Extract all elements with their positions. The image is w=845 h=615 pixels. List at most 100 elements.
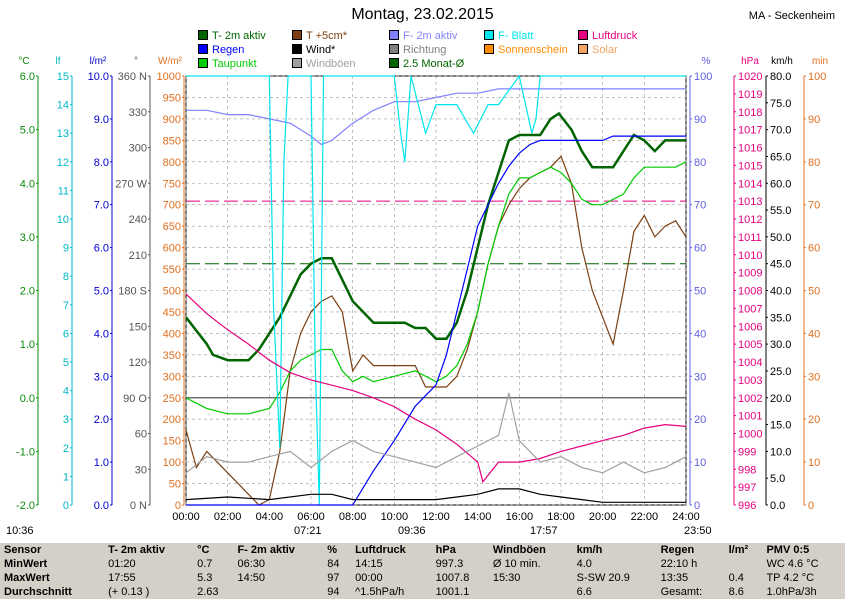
y-tick-label: 14 — [57, 100, 69, 112]
y-tick-label: 0.0 — [94, 500, 109, 512]
y-tick-label: 30 — [694, 371, 706, 383]
stats-cell: 13:35 — [660, 572, 689, 584]
series-line — [186, 88, 686, 146]
y-tick-label: 60.0 — [770, 178, 791, 190]
series-line — [185, 392, 687, 474]
y-tick-label: 1008 — [738, 286, 762, 298]
stats-cell: 01:20 — [108, 558, 136, 570]
y-tick-label: 30 — [135, 464, 147, 476]
stats-cell: 1.0hPa/3h — [766, 586, 817, 598]
y-tick-label: 1006 — [738, 321, 762, 333]
y-tick-label: 4.0 — [94, 328, 109, 340]
stats-cell: (+ 0.13 ) — [108, 586, 150, 598]
y-tick-label: 80.0 — [770, 71, 791, 83]
y-tick-label: 6.0 — [94, 243, 109, 255]
y-tick-label: 13 — [57, 128, 69, 140]
legend-swatch — [292, 58, 302, 68]
y-tick-label: 3 — [63, 414, 69, 426]
legend-item: Luftdruck — [578, 30, 637, 42]
legend-label: F- 2m aktiv — [403, 30, 458, 42]
x-tick-label: 08:00 — [339, 511, 367, 523]
y-tick-label: 40 — [808, 328, 820, 340]
stats-header-row: Sensor T- 2m aktiv °C F- 2m aktiv % Luft… — [0, 543, 845, 557]
y-tick-label: 25.0 — [770, 366, 791, 378]
legend-label: T +5cm* — [306, 30, 348, 42]
stats-cell: 00:00 — [355, 572, 383, 584]
y-tick-label: 330 — [129, 107, 147, 119]
stats-cell: 8.6 — [728, 586, 744, 598]
legend-swatch — [389, 58, 399, 68]
stats-header-cell: Sensor — [4, 544, 42, 556]
y-tick-label: 150 — [163, 436, 181, 448]
y-tick-label: 270 W — [115, 178, 147, 190]
stats-header-cell: Luftdruck — [355, 544, 406, 556]
y-tick-label: 500 — [163, 286, 181, 298]
legend-swatch — [292, 30, 302, 40]
stats-cell: 06:30 — [237, 558, 265, 570]
stats-cell: 14:50 — [237, 572, 265, 584]
y-tick-label: 10 — [808, 457, 820, 469]
stats-cell — [233, 585, 323, 599]
y-tick-label: 3.0 — [20, 232, 35, 244]
legend-swatch — [198, 44, 208, 54]
y-tick-label: 1005 — [738, 339, 762, 351]
y-tick-label: 30 — [808, 371, 820, 383]
legend-swatch — [578, 30, 588, 40]
stats-cell: MinWert — [4, 558, 48, 570]
y-tick-label: 400 — [163, 328, 181, 340]
y-tick-label: 1013 — [738, 196, 762, 208]
series-line — [186, 135, 686, 506]
y-tick-label: 20 — [808, 414, 820, 426]
legend-item: F- Blatt — [484, 30, 533, 42]
legend-item: Windböen — [292, 58, 356, 70]
y-tick-label: 300 — [129, 143, 147, 155]
y-tick-label: 1012 — [738, 214, 762, 226]
station-name: MA - Seckenheim — [748, 10, 835, 22]
y-tick-label: 998 — [738, 464, 756, 476]
stats-header-cell: Windböen — [492, 544, 546, 556]
y-tick-label: -1.0 — [16, 446, 35, 458]
y-tick-label: 75.0 — [770, 98, 791, 110]
y-tick-label: 1004 — [738, 357, 762, 369]
y-tick-label: 1019 — [738, 89, 762, 101]
stats-table: Sensor T- 2m aktiv °C F- 2m aktiv % Luft… — [0, 543, 845, 599]
x-tick-label: 00:00 — [172, 511, 200, 523]
legend-label: F- Blatt — [498, 30, 534, 42]
stats-cell: WC 4.6 °C — [766, 558, 819, 570]
stats-cell: 94 — [327, 586, 340, 598]
y-tick-label: 1017 — [738, 125, 762, 137]
y-tick-label: 50 — [169, 479, 181, 491]
axis-header: l/m² — [90, 56, 107, 67]
stats-row-min: MinWert 01:20 0.7 06:30 84 14:15 997.3 Ø… — [0, 557, 845, 571]
y-tick-label: 5 — [63, 357, 69, 369]
y-tick-label: 1009 — [738, 268, 762, 280]
stats-cell: ^1.5hPa/h — [355, 586, 405, 598]
stats-row-avg: Durchschnitt (+ 0.13 ) 2.63 94 ^1.5hPa/h… — [0, 585, 845, 599]
y-tick-label: 750 — [163, 178, 181, 190]
stats-cell — [489, 585, 573, 599]
y-tick-label: 10.0 — [770, 446, 791, 458]
axis-header: hPa — [741, 56, 759, 67]
y-tick-label: 7 — [63, 300, 69, 312]
stats-cell: 1007.8 — [435, 572, 470, 584]
y-tick-label: 1003 — [738, 375, 762, 387]
y-tick-label: 1.0 — [20, 339, 35, 351]
y-tick-label: 1020 — [738, 71, 762, 83]
y-tick-label: 7.0 — [94, 200, 109, 212]
axis-header: °C — [18, 56, 29, 67]
y-tick-label: 2 — [63, 443, 69, 455]
y-tick-label: 90 — [808, 114, 820, 126]
chart-title: Montag, 23.02.2015 — [351, 6, 494, 23]
y-tick-label: 900 — [163, 114, 181, 126]
y-tick-label: 8 — [63, 271, 69, 283]
x-tick-label: 18:00 — [547, 511, 575, 523]
y-tick-label: 999 — [738, 446, 756, 458]
y-tick-label: 60 — [135, 429, 147, 441]
y-tick-label: 3.0 — [94, 371, 109, 383]
legend-item: 2.5 Monat-Ø — [389, 58, 464, 70]
y-tick-label: 70 — [808, 200, 820, 212]
x-tick-label: 06:00 — [297, 511, 325, 523]
y-tick-label: 12 — [57, 157, 69, 169]
stats-cell: 997.3 — [435, 558, 464, 570]
series-line — [185, 111, 686, 362]
